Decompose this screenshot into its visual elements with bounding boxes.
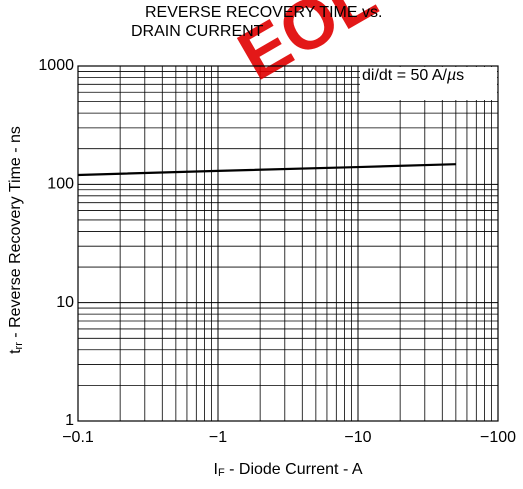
annotation: di/dt = 50 A/µs <box>362 67 464 84</box>
x-tick-label: −1 <box>209 429 227 446</box>
y-tick-label: 100 <box>47 176 74 193</box>
y-tick-label: 1000 <box>38 57 74 74</box>
x-tick-label: −100 <box>480 429 516 446</box>
annotation-text: di/dt = 50 A/ <box>362 67 448 84</box>
y-label-text: rr <box>13 342 25 350</box>
plot-border <box>77 65 499 422</box>
y-label-text: - Reverse Recovery Time - ns <box>7 126 24 342</box>
x-tick-label: −0.1 <box>62 429 94 446</box>
annotation-text: s <box>456 67 464 84</box>
title-line: DRAIN CURRENT <box>131 23 264 40</box>
x-label-text: I <box>213 461 217 478</box>
x-axis-label: IF - Diode Current - A <box>213 461 362 479</box>
title-line: REVERSE RECOVERY TIME vs. <box>145 4 382 21</box>
y-label-text: t <box>7 349 24 354</box>
x-label-text: F <box>218 467 225 479</box>
grid <box>77 65 499 422</box>
x-tick-label: −10 <box>344 429 371 446</box>
y-tick-label: 10 <box>56 294 74 311</box>
annotation-box <box>360 67 497 100</box>
x-label-text: - Diode Current - A <box>225 461 363 478</box>
y-tick-label: 1 <box>65 412 74 429</box>
data-line <box>77 163 456 177</box>
y-axis-label: trr - Reverse Recovery Time - ns <box>7 126 25 354</box>
annotation-text: µ <box>446 67 456 84</box>
